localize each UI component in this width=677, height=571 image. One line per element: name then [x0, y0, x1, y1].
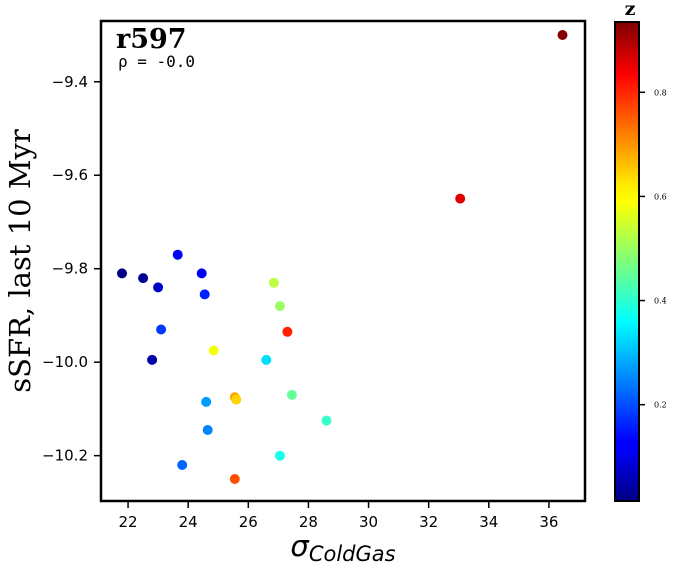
colorbar-tick-label: 0.8 [654, 88, 667, 97]
scatter-point [274, 301, 285, 312]
colorbar-tick-label: 0.2 [654, 401, 667, 410]
scatter-point [321, 415, 332, 426]
y-tick-label: −9.6 [52, 166, 88, 184]
correlation-label: ρ = -0.0 [118, 52, 195, 71]
colorbar-ticks: 0.2 0.4 0.6 0.8 [639, 88, 667, 410]
x-tick-label: 30 [359, 513, 378, 531]
scatter-point [268, 277, 279, 288]
scatter-point [282, 326, 293, 337]
scatter-point [286, 389, 297, 400]
x-axis-label-symbol: σ [290, 529, 310, 563]
y-tick-label: −10.2 [42, 447, 88, 465]
scatter-point [147, 354, 158, 365]
scatter-point [138, 273, 149, 284]
x-tick-label: 36 [539, 513, 558, 531]
colorbar-label: z [625, 0, 636, 20]
x-axis-label-subscript: ColdGas [309, 542, 396, 566]
colorbar [614, 21, 640, 502]
scatter-point [201, 396, 212, 407]
scatter-point [117, 268, 127, 279]
x-tick-label: 26 [239, 513, 258, 531]
chart-title: r597 [116, 24, 187, 55]
scatter-point [196, 268, 207, 279]
colorbar-tick-label: 0.6 [654, 192, 667, 201]
y-tick-label: −9.4 [52, 73, 88, 91]
x-tick-label: 32 [419, 513, 438, 531]
colorbar-tick-label: 0.4 [654, 297, 667, 306]
y-tick-label: −10.0 [42, 353, 88, 371]
y-axis-label: sSFR, last 10 Myr [3, 129, 37, 393]
x-tick-label: 34 [479, 513, 498, 531]
plot-frame [99, 19, 587, 503]
scatter-point [455, 193, 466, 204]
y-axis-ticks: −10.2 −10.0 −9.8 −9.6 −9.4 [42, 73, 101, 465]
x-tick-label: 22 [119, 513, 138, 531]
y-tick-label: −9.8 [52, 260, 88, 278]
x-tick-label: 24 [179, 513, 198, 531]
scatter-point [172, 249, 183, 260]
scatter-point [156, 324, 167, 335]
scatter-point [153, 282, 164, 293]
scatter-point [199, 289, 210, 300]
scatter-point [208, 345, 219, 356]
scatter-point [177, 460, 188, 470]
x-axis-label: σColdGas [290, 529, 395, 566]
scatter-point [261, 354, 272, 365]
scatter-point [229, 474, 240, 484]
scatter-point [557, 30, 568, 40]
scatter-point [231, 394, 242, 405]
data-points [117, 30, 568, 484]
scatter-point [202, 425, 213, 435]
scatter-point [274, 450, 285, 461]
x-tick-label: 28 [299, 513, 318, 531]
x-axis-ticks: 22 24 26 28 30 32 34 36 [119, 501, 558, 531]
